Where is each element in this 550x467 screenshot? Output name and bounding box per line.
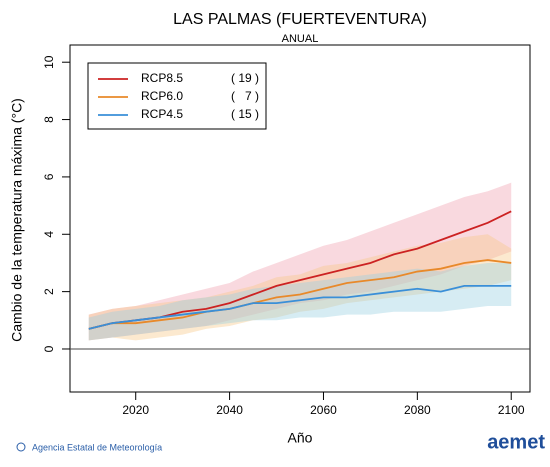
chart-subtitle: ANUAL (282, 33, 319, 45)
x-tick-label: 2100 (498, 403, 525, 417)
legend-count: ( 15 ) (231, 107, 259, 121)
y-axis-label: Cambio de la temperatura máxima (°C) (9, 98, 25, 342)
x-tick-label: 2080 (404, 403, 431, 417)
copyright-icon (16, 442, 26, 452)
chart-title: LAS PALMAS (FUERTEVENTURA) (173, 11, 427, 28)
footer-text: Agencia Estatal de Meteorología (32, 442, 162, 452)
legend-label: RCP8.5 (141, 71, 183, 85)
legend-label: RCP6.0 (141, 89, 183, 103)
range-band (88, 182, 512, 341)
x-tick-label: 2020 (122, 403, 149, 417)
logo: aemet (487, 431, 545, 453)
legend-count: ( 7 ) (231, 89, 259, 103)
x-axis-label: Año (288, 430, 313, 446)
plot-frame (69, 44, 531, 393)
series-line (88, 259, 512, 330)
legend-box (87, 62, 267, 130)
y-tick-label: 10 (42, 55, 56, 69)
x-tick-label: 2060 (310, 403, 337, 417)
series-line (88, 284, 512, 330)
legend-label: RCP4.5 (141, 107, 183, 121)
y-tick-label: 8 (42, 116, 56, 123)
x-tick-label: 2040 (216, 403, 243, 417)
y-tick-label: 6 (42, 173, 56, 180)
legend-count: ( 19 ) (231, 71, 259, 85)
y-tick-label: 0 (42, 345, 56, 352)
range-band (88, 262, 512, 341)
y-tick-label: 4 (42, 231, 56, 238)
y-tick-label: 2 (42, 288, 56, 295)
